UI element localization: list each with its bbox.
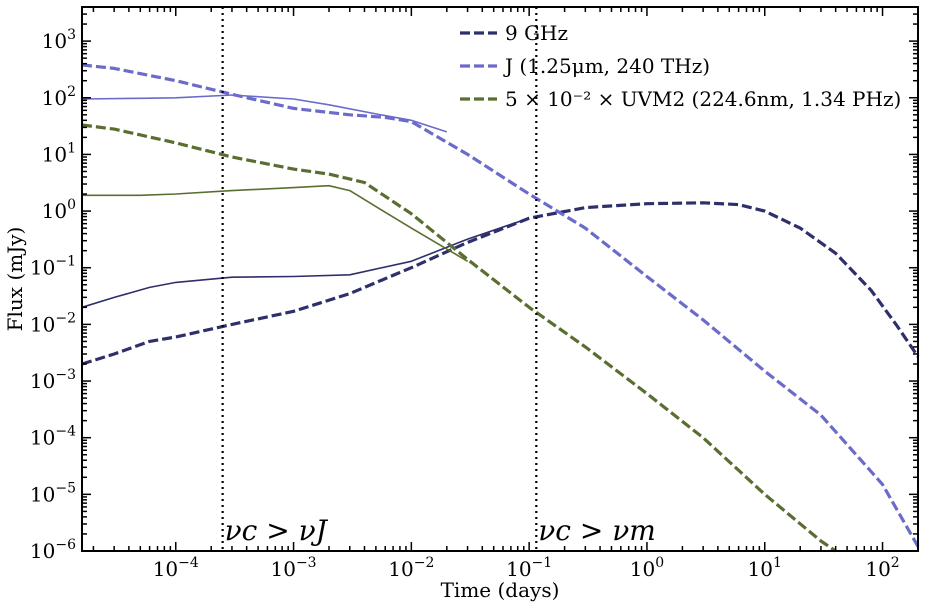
y-tick-label: 102 (42, 84, 76, 110)
y-tick-label: 10−2 (30, 310, 76, 336)
plot-frame (81, 6, 919, 552)
y-tick-label: 101 (42, 140, 76, 166)
y-axis-title: Flux (mJy) (3, 227, 27, 332)
x-tick-label: 102 (865, 555, 899, 581)
x-tick-label: 10−2 (388, 555, 434, 581)
series-line-solid (81, 217, 530, 309)
y-tick-label: 10−1 (30, 254, 76, 280)
y-tick-label: 10−3 (30, 367, 76, 393)
series-line-dashed (81, 63, 920, 548)
chart-lines-layer (81, 63, 920, 553)
legend-label: 5 × 10⁻² × UVM2 (224.6nm, 1.34 PHz) (505, 87, 901, 111)
series-line-dashed (81, 123, 837, 553)
y-tick-label: 10−5 (30, 480, 76, 506)
y-tick-label: 103 (42, 27, 76, 53)
legend: 9 GHz J (1.25μm, 240 THz) 5 × 10⁻² × UVM2 … (460, 21, 901, 111)
series-line-solid (81, 94, 448, 133)
y-tick-label: 100 (42, 197, 76, 223)
regime-annotation: νc > νm (538, 514, 656, 547)
x-tick-label: 10−3 (271, 555, 317, 581)
series-line-dashed (81, 201, 920, 366)
x-tick-label: 10−4 (153, 555, 199, 581)
x-axis-title: Time (days) (441, 578, 560, 602)
y-tick-label: 10−6 (30, 537, 76, 563)
x-tick-label: 10−1 (506, 555, 552, 581)
y-tick-label: 10−4 (30, 424, 76, 450)
x-tick-label: 101 (748, 555, 782, 581)
regime-annotation: νc > νJ (225, 514, 329, 547)
series-line-solid (82, 184, 469, 262)
vline-layer: νc > νJ νc > νm (221, 7, 656, 551)
x-tick-label: 100 (630, 555, 664, 581)
legend-label: 9 GHz (505, 21, 568, 45)
legend-label: J (1.25μm, 240 THz) (503, 54, 710, 78)
